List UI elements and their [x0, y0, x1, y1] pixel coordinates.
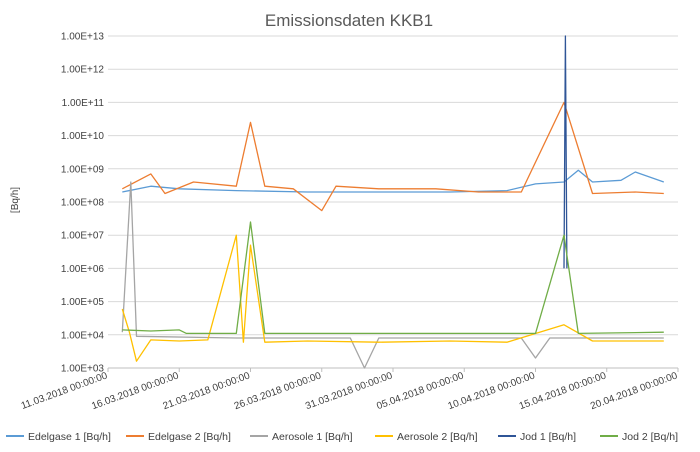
y-tick-label: 1.00E+07 [61, 231, 105, 242]
gridlines [107, 35, 679, 372]
y-tick-label: 1.00E+04 [61, 330, 105, 341]
series-line-5 [563, 35, 568, 269]
y-tick-label: 1.00E+13 [61, 32, 105, 43]
legend: Edelgase 1 [Bq/h] Edelgase 2 [Bq/h] Aeroso… [6, 431, 678, 443]
y-axis-label: [Bq/h] [10, 187, 21, 213]
series-line-6 [122, 221, 664, 335]
y-tick-label: 1.00E+10 [61, 131, 105, 142]
series-line-3 [121, 181, 664, 369]
legend-label: Jod 2 [Bq/h] [622, 431, 678, 443]
y-tick-label: 1.00E+03 [61, 364, 105, 375]
series-line-4 [121, 234, 664, 362]
chart-title: Emissionsdaten KKB1 [265, 11, 433, 30]
legend-label: Jod 1 [Bq/h] [520, 431, 576, 443]
y-tick-label: 1.00E+11 [62, 98, 105, 109]
y-tick-label: 1.00E+06 [61, 264, 105, 275]
series-line-1 [122, 169, 665, 193]
y-tick-label: 1.00E+12 [61, 65, 105, 76]
y-tick-label: 1.00E+09 [61, 164, 105, 175]
series-line-2 [121, 101, 664, 212]
legend-label: Aerosole 1 [Bq/h] [272, 431, 353, 443]
y-tick-label: 1.00E+05 [61, 297, 105, 308]
y-tick-label: 1.00E+08 [61, 198, 105, 209]
series-lines [121, 35, 665, 369]
legend-label: Aerosole 2 [Bq/h] [397, 431, 478, 443]
legend-label: Edelgase 1 [Bq/h] [28, 431, 111, 443]
y-tick-labels: 1.00E+03 1.00E+04 1.00E+05 1.00E+06 1.00E+07… [61, 32, 105, 375]
legend-label: Edelgase 2 [Bq/h] [148, 431, 231, 443]
